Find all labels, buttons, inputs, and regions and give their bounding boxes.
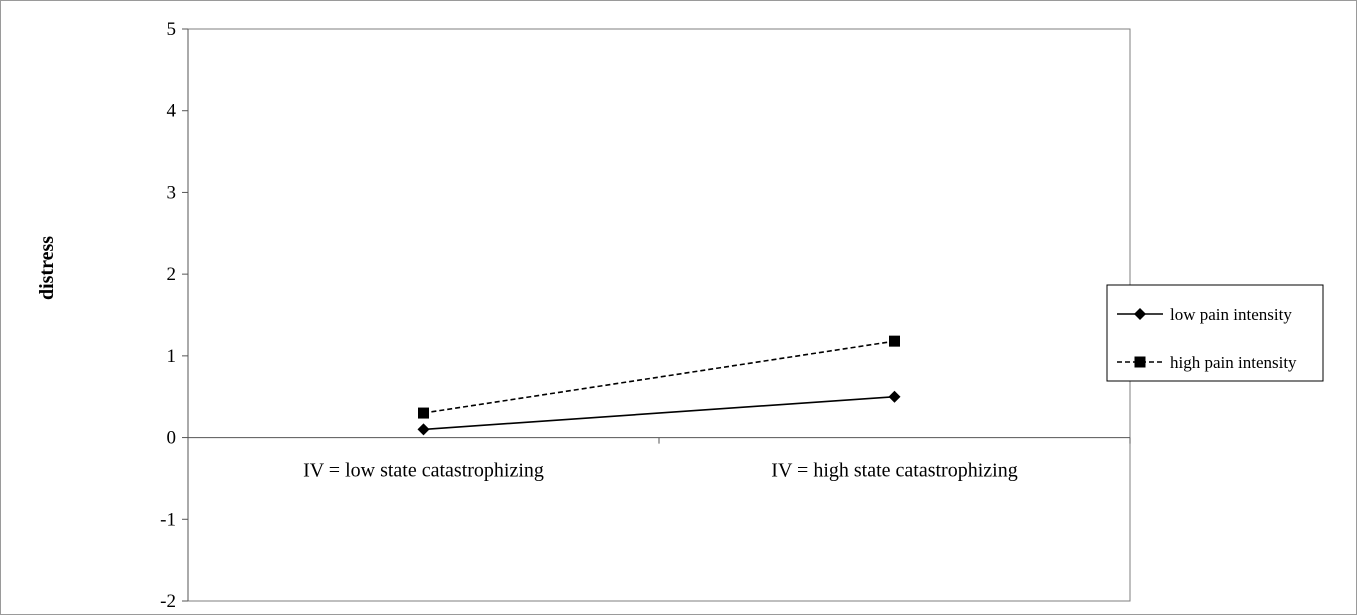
y-axis-label: distress	[36, 236, 58, 300]
series-line-0	[423, 395, 895, 431]
x-tick-label-0: IV = low state catastrophizing	[303, 460, 544, 482]
y-tick-label-3: 1	[167, 346, 177, 367]
y-tick-label-0: -2	[160, 591, 176, 612]
series-1	[418, 335, 900, 419]
series-group	[417, 335, 901, 436]
legend-marker-1	[1134, 356, 1146, 368]
y-tick-label-7: 5	[167, 19, 177, 40]
data-point-1-0	[418, 407, 429, 419]
x-ticks: IV = low state catastrophizing IV = high …	[187, 437, 1131, 482]
y-tick-label-6: 4	[167, 101, 177, 122]
legend-label-1: high pain intensity	[1170, 353, 1297, 372]
legend-items: low pain intensity high pain intensity	[1117, 305, 1297, 372]
y-ticks: -2 -1 0 1 2 3 4 5	[160, 19, 188, 612]
series-0	[417, 390, 901, 436]
legend-item-0: low pain intensity	[1117, 305, 1292, 324]
y-tick-label-1: -1	[160, 509, 176, 530]
legend-item-1: high pain intensity	[1117, 353, 1297, 372]
plot-area-border	[187, 28, 1131, 602]
data-point-1-1	[889, 335, 900, 347]
x-tick-label-1: IV = high state catastrophizing	[771, 460, 1017, 482]
legend: low pain intensity high pain intensity	[1106, 284, 1324, 382]
y-tick-label-4: 2	[167, 264, 177, 285]
y-tick-label-5: 3	[167, 182, 177, 203]
data-point-0-0	[417, 423, 430, 436]
legend-label-0: low pain intensity	[1170, 305, 1292, 324]
y-tick-label-2: 0	[167, 428, 177, 449]
legend-marker-0	[1134, 308, 1146, 320]
data-point-0-1	[888, 390, 901, 403]
